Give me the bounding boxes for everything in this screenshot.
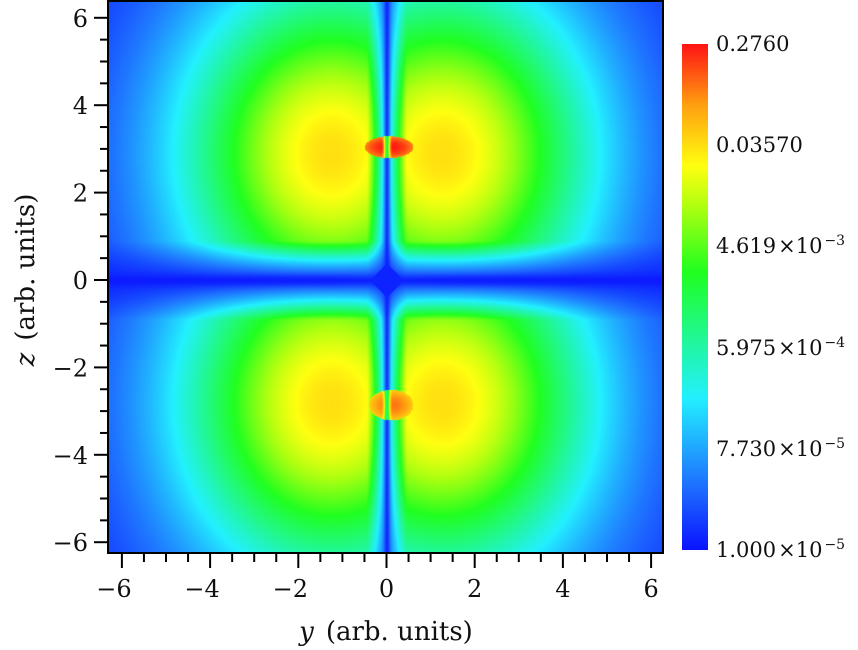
colorbar-tick-label: 4.619×10 −3 — [716, 233, 846, 259]
y-tick-label: 2 — [73, 180, 88, 208]
x-tick-label: 2 — [467, 575, 482, 603]
x-tick-label: 6 — [643, 575, 658, 603]
colorbar-tick-label: 5.975×10 −4 — [716, 334, 846, 360]
y-tick-label: 0 — [73, 267, 88, 295]
y-tick-label: −4 — [53, 442, 88, 470]
x-axis-ticks: −6 −4 −2 0 2 4 6 — [96, 554, 659, 603]
y-tick-label: 6 — [73, 5, 88, 33]
y-tick-label: 4 — [73, 92, 88, 120]
y-axis-ticks: 6 4 2 0 −2 −4 −6 — [53, 5, 108, 557]
colorbar-tick-label: 0.2760 — [716, 32, 790, 56]
colorbar-tick-label: 0.03570 — [716, 133, 803, 158]
x-tick-label: 4 — [555, 575, 570, 603]
colorbar-tick-label: 1.000×10 −5 — [716, 537, 846, 562]
x-tick-label: −4 — [184, 575, 219, 603]
y-tick-label: −6 — [53, 529, 88, 557]
x-tick-label: 0 — [379, 575, 394, 603]
colorbar — [682, 44, 708, 550]
y-tick-label: −2 — [53, 354, 88, 382]
x-tick-label: −6 — [96, 575, 131, 603]
x-tick-label: −2 — [273, 575, 308, 603]
y-axis-title: z(arb. units) — [11, 194, 41, 368]
heatmap-plot-area — [109, 1, 664, 554]
colorbar-tick-label: 7.730×10 −5 — [716, 435, 846, 461]
x-axis-title: y (arb. units) — [298, 617, 473, 647]
